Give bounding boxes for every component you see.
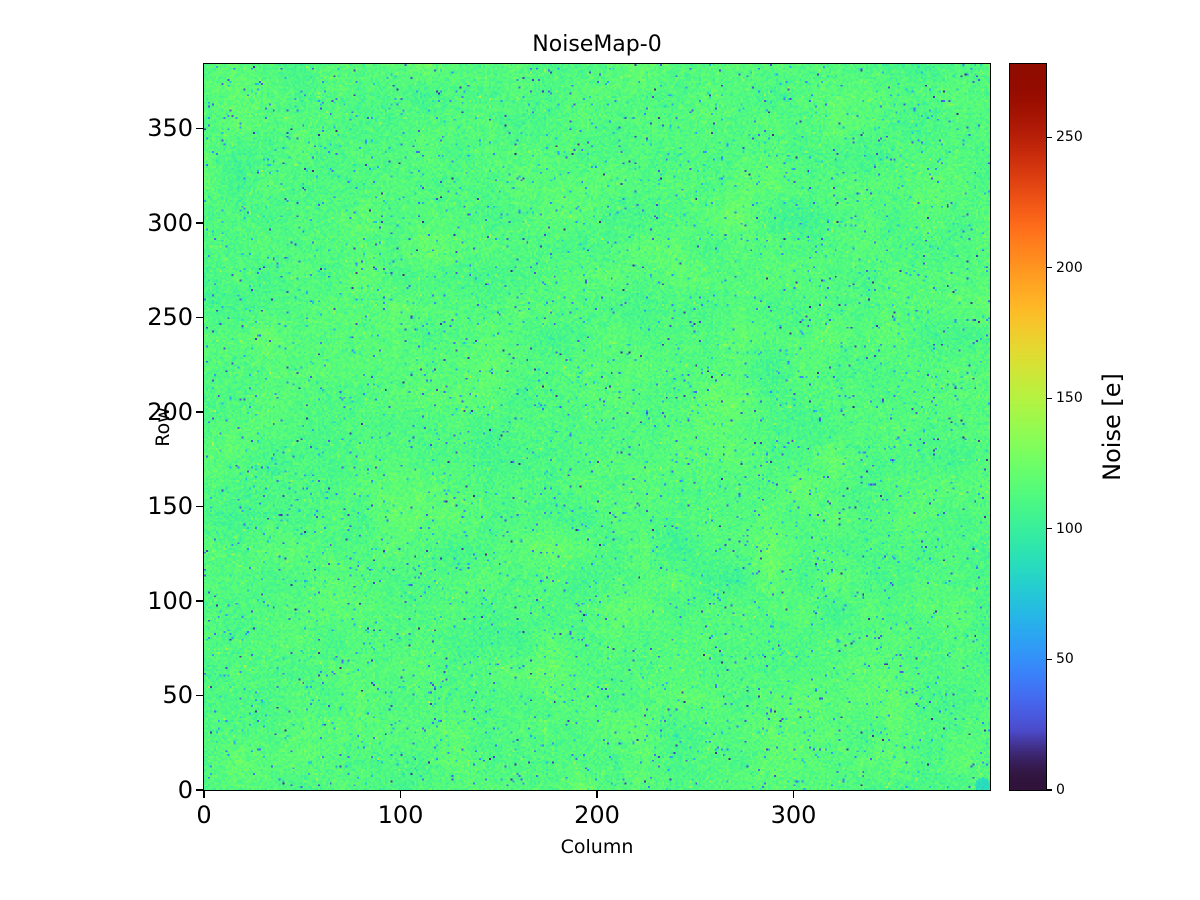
y-tick-mark [196, 222, 204, 224]
x-tick-label: 300 [770, 801, 817, 829]
colorbar-tick-label: 150 [1056, 390, 1083, 407]
colorbar-tick-mark [1047, 528, 1052, 530]
x-tick-label: 0 [196, 801, 212, 829]
colorbar-tick-mark [1047, 136, 1052, 138]
y-tick-label: 150 [147, 492, 193, 521]
x-tick-label: 100 [377, 801, 424, 829]
colorbar-tick-mark [1047, 397, 1052, 399]
y-tick-label: 100 [147, 586, 193, 615]
colorbar-tick-label: 250 [1056, 129, 1083, 146]
y-tick-mark [196, 600, 204, 602]
y-tick-mark [196, 789, 204, 791]
y-tick-mark [196, 316, 204, 319]
y-tick-mark [196, 505, 204, 508]
x-tick-mark [203, 790, 205, 798]
heatmap-plot-area [203, 63, 991, 791]
colorbar-tick-label: 200 [1056, 259, 1083, 276]
colorbar-tick-mark [1047, 789, 1052, 791]
heatmap-canvas [204, 64, 990, 790]
colorbar-label: Noise [e] [1098, 373, 1126, 481]
y-tick-label: 300 [147, 208, 193, 237]
chart-title: NoiseMap-0 [532, 32, 662, 57]
colorbar-tick-label: 50 [1056, 651, 1074, 668]
colorbar-canvas [1010, 64, 1046, 790]
x-axis-label: Column [560, 836, 634, 858]
colorbar-tick-mark [1047, 267, 1052, 269]
y-tick-mark [196, 127, 204, 130]
x-tick-mark [792, 790, 795, 798]
x-tick-label: 200 [574, 801, 620, 829]
colorbar-tick-label: 100 [1056, 520, 1083, 537]
y-tick-label: 0 [177, 776, 193, 804]
colorbar-tick-mark [1047, 658, 1052, 660]
y-tick-mark [196, 411, 204, 413]
y-tick-label: 350 [147, 114, 193, 143]
colorbar-tick-label: 0 [1056, 782, 1065, 798]
colorbar [1009, 63, 1047, 791]
x-tick-mark [399, 790, 402, 798]
y-tick-mark [196, 694, 204, 697]
y-tick-label: 200 [147, 397, 193, 426]
y-tick-label: 50 [162, 681, 193, 710]
x-tick-mark [596, 790, 598, 798]
y-tick-label: 250 [147, 303, 193, 332]
